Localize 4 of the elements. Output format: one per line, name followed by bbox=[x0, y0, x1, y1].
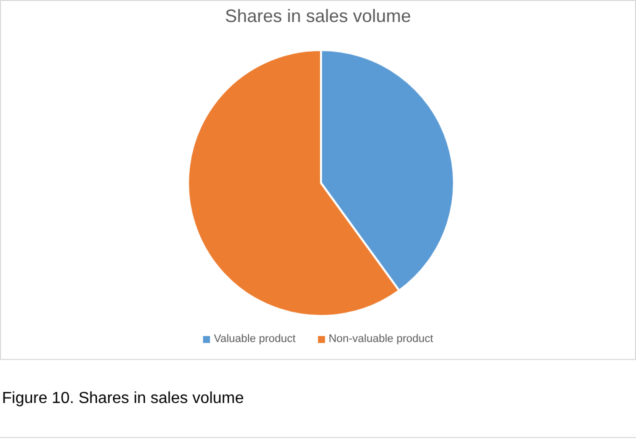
chart-title: Shares in sales volume bbox=[224, 5, 412, 28]
legend-label: Valuable product bbox=[212, 333, 296, 345]
caption: Figure 10. Shares in sales volume bbox=[2, 390, 244, 408]
legend-label: Non-valuable product bbox=[328, 333, 434, 345]
